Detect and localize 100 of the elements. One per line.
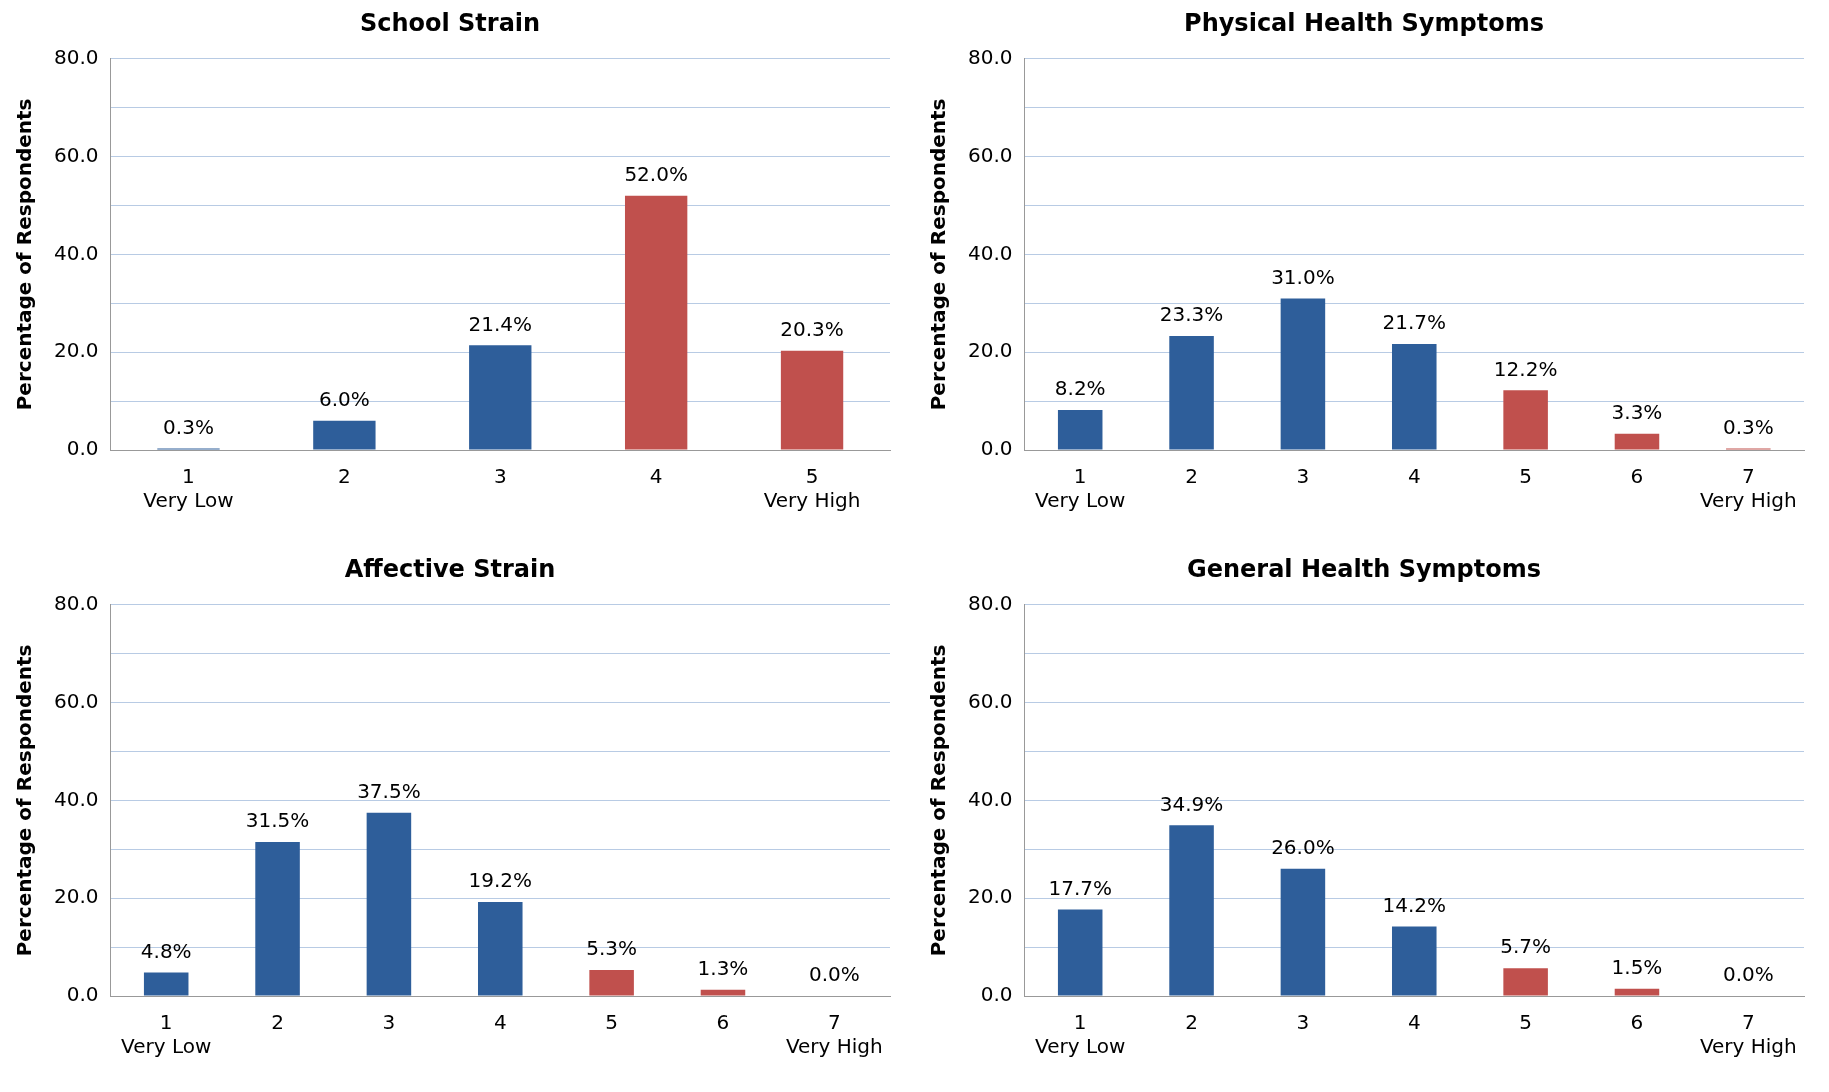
data-label: 20.3%: [780, 316, 844, 341]
data-label: 5.3%: [586, 936, 638, 961]
x-tick-label: 7 Very High: [785, 1010, 883, 1059]
y-tick-label: 0.0: [66, 982, 99, 1007]
chart-title: School Strain: [359, 8, 541, 37]
data-label: 19.2%: [468, 868, 533, 893]
y-tick-label: 80.0: [54, 591, 99, 615]
x-tick-label: 1 Very Low: [121, 1010, 212, 1059]
y-tick-label: 80.0: [968, 45, 1013, 69]
bar: [624, 195, 688, 450]
x-tick-label: 4: [649, 464, 663, 489]
bar: [1057, 409, 1103, 450]
y-tick-label: 40.0: [968, 786, 1013, 811]
x-tick-label: 6: [1630, 464, 1644, 489]
bar: [1169, 825, 1214, 996]
x-tick-label: 6: [1630, 1010, 1644, 1035]
y-tick-label: 20.0: [54, 338, 99, 363]
chart-title: Affective Strain: [344, 554, 556, 583]
bar: [1503, 968, 1548, 996]
bar: [143, 972, 189, 996]
data-label: 5.7%: [1500, 934, 1552, 959]
x-tick-label: 4: [493, 1010, 507, 1035]
y-tick-label: 40.0: [54, 240, 99, 265]
bar: [1503, 390, 1548, 450]
data-label: 31.0%: [1271, 264, 1335, 289]
y-tick-label: 60.0: [54, 142, 99, 167]
x-tick-label: 1 Very Low: [143, 464, 234, 513]
y-axis-title: Percentage of Respondents: [926, 644, 951, 957]
data-label: 17.7%: [1048, 875, 1112, 900]
y-tick-label: 20.0: [54, 884, 99, 909]
bar: [1392, 926, 1437, 996]
y-axis-title: Percentage of Respondents: [12, 644, 37, 957]
y-tick-label: 60.0: [968, 142, 1013, 167]
bar: [1280, 868, 1326, 996]
bar: [1614, 988, 1660, 996]
x-tick-label: 4: [1407, 1010, 1421, 1035]
data-label: 34.9%: [1159, 791, 1224, 816]
y-axis-title: Percentage of Respondents: [926, 98, 951, 411]
y-tick-label: 0.0: [66, 436, 99, 461]
x-tick-label: 6: [716, 1010, 730, 1035]
y-tick-label: 40.0: [54, 786, 99, 811]
x-tick-label: 1 Very Low: [1035, 464, 1126, 513]
y-tick-label: 40.0: [968, 240, 1013, 265]
bar: [589, 970, 634, 996]
data-label: 0.0%: [1722, 962, 1774, 987]
x-tick-label: 4: [1407, 464, 1421, 489]
x-tick-label: 3: [1296, 464, 1310, 489]
y-axis-title: Percentage of Respondents: [12, 98, 37, 411]
data-label: 1.5%: [1611, 954, 1663, 979]
x-tick-label: 2: [1185, 1010, 1198, 1035]
data-label: 31.5%: [245, 808, 310, 833]
bar: [700, 989, 746, 996]
bar: [313, 420, 376, 450]
chart-title: General Health Symptoms: [1186, 554, 1542, 583]
data-label: 8.2%: [1054, 376, 1106, 401]
data-label: 14.2%: [1382, 892, 1447, 917]
bar: [1614, 433, 1660, 450]
bar: [366, 812, 412, 996]
data-label: 23.3%: [1159, 302, 1224, 327]
data-label: 21.7%: [1382, 310, 1447, 335]
bar: [780, 350, 844, 450]
bar: [1057, 909, 1103, 996]
x-tick-label: 7 Very High: [1699, 1010, 1797, 1059]
x-tick-label: 2: [338, 464, 351, 489]
data-label: 12.2%: [1493, 356, 1558, 381]
x-tick-label: 7 Very High: [1699, 464, 1797, 513]
bar: [255, 841, 300, 996]
bar: [1169, 336, 1214, 450]
data-label: 37.5%: [357, 778, 421, 803]
bar: [469, 345, 532, 450]
x-tick-label: 3: [1296, 1010, 1310, 1035]
y-tick-label: 80.0: [968, 591, 1013, 615]
x-tick-label: 1 Very Low: [1035, 1010, 1126, 1059]
data-label: 0.3%: [1722, 414, 1774, 439]
y-tick-label: 20.0: [968, 338, 1013, 363]
x-tick-label: 5: [1519, 464, 1532, 489]
data-label: 21.4%: [468, 311, 533, 336]
x-tick-label: 2: [271, 1010, 284, 1035]
x-tick-label: 3: [493, 464, 507, 489]
x-tick-label: 3: [382, 1010, 396, 1035]
data-label: 4.8%: [140, 938, 192, 963]
bar: [1392, 343, 1437, 450]
data-label: 52.0%: [624, 161, 688, 186]
data-label: 1.3%: [697, 955, 749, 980]
data-label: 3.3%: [1611, 400, 1663, 425]
data-label: 26.0%: [1271, 835, 1335, 860]
y-tick-label: 0.0: [980, 436, 1013, 461]
x-tick-label: 5: [605, 1010, 618, 1035]
x-tick-label: 5 Very High: [763, 464, 861, 513]
y-tick-label: 80.0: [54, 45, 99, 69]
x-tick-label: 5: [1519, 1010, 1532, 1035]
chart-title: Physical Health Symptoms: [1184, 8, 1544, 37]
bar: [1280, 298, 1326, 450]
data-label: 0.0%: [808, 962, 860, 987]
y-tick-label: 60.0: [968, 688, 1013, 713]
y-tick-label: 60.0: [54, 688, 99, 713]
data-label: 6.0%: [318, 386, 370, 411]
x-tick-label: 2: [1185, 464, 1198, 489]
bar: [478, 902, 523, 996]
y-tick-label: 0.0: [980, 982, 1013, 1007]
